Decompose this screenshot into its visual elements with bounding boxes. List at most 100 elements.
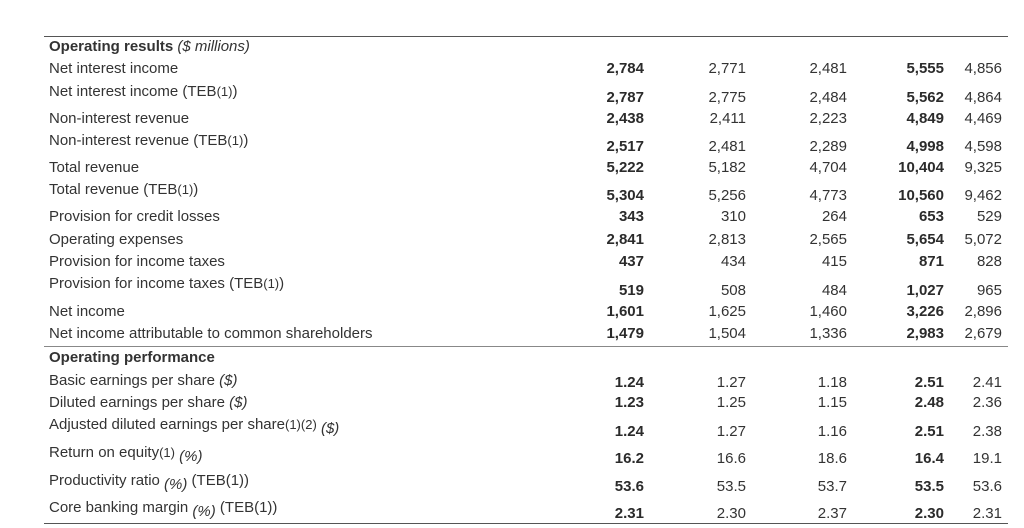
row-label: Net income	[49, 303, 125, 320]
cell-value: 2,481	[809, 60, 847, 77]
cell-value: 828	[976, 253, 1002, 270]
cell-value: 4,864	[964, 89, 1002, 106]
cell-value: 264	[821, 208, 847, 225]
cell-value: 1.24	[614, 374, 644, 391]
cell-value: 529	[976, 208, 1002, 225]
row-label: Provision for income taxes (TEB(1))	[49, 275, 285, 292]
row-label: Basic earnings per share ($)	[49, 372, 238, 389]
cell-value: 1,601	[606, 303, 644, 320]
table-row: Return on equity(1) (%) 16.2 16.6 18.6 1…	[44, 443, 1008, 467]
cell-value: 9,462	[964, 187, 1002, 204]
table-row: Total revenue 5,222 5,182 4,704 10,404 9…	[44, 158, 1008, 180]
section-header-operating-performance: Operating performance	[44, 348, 1008, 370]
cell-value: 2,223	[809, 110, 847, 127]
cell-value: 508	[720, 282, 746, 299]
cell-value: 2,775	[708, 89, 746, 106]
cell-value: 10,404	[898, 159, 944, 176]
cell-value: 5,182	[708, 159, 746, 176]
table-row: Net income attributable to common shareh…	[44, 324, 1008, 346]
cell-value: 2,438	[606, 110, 644, 127]
cell-value: 16.6	[716, 450, 746, 467]
cell-value: 4,856	[964, 60, 1002, 77]
cell-value: 3,226	[906, 303, 944, 320]
cell-value: 2.30	[716, 505, 746, 522]
cell-value: 2,565	[809, 231, 847, 248]
cell-value: 2,289	[809, 138, 847, 155]
cell-value: 1,479	[606, 325, 644, 342]
cell-value: 1.15	[817, 394, 847, 411]
cell-value: 10,560	[898, 187, 944, 204]
table-row: Provision for credit losses 343 310 264 …	[44, 207, 1008, 229]
cell-value: 5,222	[606, 159, 644, 176]
cell-value: 2.31	[972, 505, 1002, 522]
cell-value: 2,481	[708, 138, 746, 155]
row-label: Productivity ratio (%) (TEB(1))	[49, 472, 250, 493]
table-row: Net interest income (TEB(1)) 2,787 2,775…	[44, 82, 1008, 106]
cell-value: 1,504	[708, 325, 746, 342]
row-label: Non-interest revenue (TEB(1))	[49, 132, 249, 149]
cell-value: 1.24	[614, 423, 644, 440]
cell-value: 1,625	[708, 303, 746, 320]
section-title: Operating performance	[49, 349, 215, 366]
row-label: Adjusted diluted earnings per share(1)(2…	[49, 416, 340, 437]
cell-value: 18.6	[817, 450, 847, 467]
cell-value: 965	[976, 282, 1002, 299]
cell-value: 1,027	[906, 282, 944, 299]
table-row: Provision for income taxes (TEB(1)) 519 …	[44, 274, 1008, 299]
cell-value: 2.51	[914, 374, 944, 391]
cell-value: 519	[618, 282, 644, 299]
cell-value: 19.1	[972, 450, 1002, 467]
row-label: Net interest income (TEB(1))	[49, 83, 238, 100]
cell-value: 4,773	[809, 187, 847, 204]
cell-value: 4,598	[964, 138, 1002, 155]
top-rule	[44, 36, 1008, 37]
cell-value: 16.2	[614, 450, 644, 467]
cell-value: 2.51	[914, 423, 944, 440]
row-label: Non-interest revenue	[49, 110, 190, 127]
cell-value: 1,460	[809, 303, 847, 320]
cell-value: 310	[720, 208, 746, 225]
cell-value: 2,813	[708, 231, 746, 248]
table-row: Non-interest revenue 2,438 2,411 2,223 4…	[44, 109, 1008, 131]
bottom-rule	[44, 523, 1008, 524]
cell-value: 2,517	[606, 138, 644, 155]
cell-value: 4,704	[809, 159, 847, 176]
cell-value: 653	[918, 208, 944, 225]
cell-value: 53.6	[972, 478, 1002, 495]
financial-highlights-table: Operating results ($ millions) Net inter…	[44, 34, 1008, 524]
cell-value: 5,072	[964, 231, 1002, 248]
cell-value: 1.27	[716, 374, 746, 391]
cell-value: 2,484	[809, 89, 847, 106]
table-row: Operating expenses 2,841 2,813 2,565 5,6…	[44, 230, 1008, 252]
cell-value: 2,983	[906, 325, 944, 342]
cell-value: 343	[618, 208, 644, 225]
table-row: Total revenue (TEB(1)) 5,304 5,256 4,773…	[44, 180, 1008, 204]
table-row: Diluted earnings per share ($) 1.23 1.25…	[44, 393, 1008, 415]
cell-value: 2,411	[709, 110, 746, 127]
cell-value: 16.4	[914, 450, 944, 467]
section-divider	[44, 346, 1008, 347]
section-title: Operating results ($ millions)	[49, 38, 250, 55]
cell-value: 484	[821, 282, 847, 299]
table-row: Non-interest revenue (TEB(1)) 2,517 2,48…	[44, 131, 1008, 155]
row-label: Core banking margin (%) (TEB(1))	[49, 499, 278, 520]
cell-value: 2,841	[606, 231, 644, 248]
cell-value: 437	[618, 253, 644, 270]
table-row: Basic earnings per share ($) 1.24 1.27 1…	[44, 371, 1008, 393]
cell-value: 4,469	[964, 110, 1002, 127]
table-row: Productivity ratio (%) (TEB(1)) 53.6 53.…	[44, 471, 1008, 495]
cell-value: 53.6	[614, 478, 644, 495]
cell-value: 415	[821, 253, 847, 270]
section-header-operating-results: Operating results ($ millions)	[44, 37, 1008, 59]
table-row: Net income 1,601 1,625 1,460 3,226 2,896	[44, 302, 1008, 324]
row-label: Provision for credit losses	[49, 208, 220, 225]
cell-value: 2,784	[606, 60, 644, 77]
cell-value: 1.23	[614, 394, 644, 411]
table-row: Provision for income taxes 437 434 415 8…	[44, 252, 1008, 274]
cell-value: 1.25	[716, 394, 746, 411]
cell-value: 2.38	[972, 423, 1002, 440]
table-row: Core banking margin (%) (TEB(1)) 2.31 2.…	[44, 498, 1008, 522]
cell-value: 2.36	[972, 394, 1002, 411]
row-label: Total revenue	[49, 159, 140, 176]
row-label: Net income attributable to common shareh…	[49, 325, 373, 342]
